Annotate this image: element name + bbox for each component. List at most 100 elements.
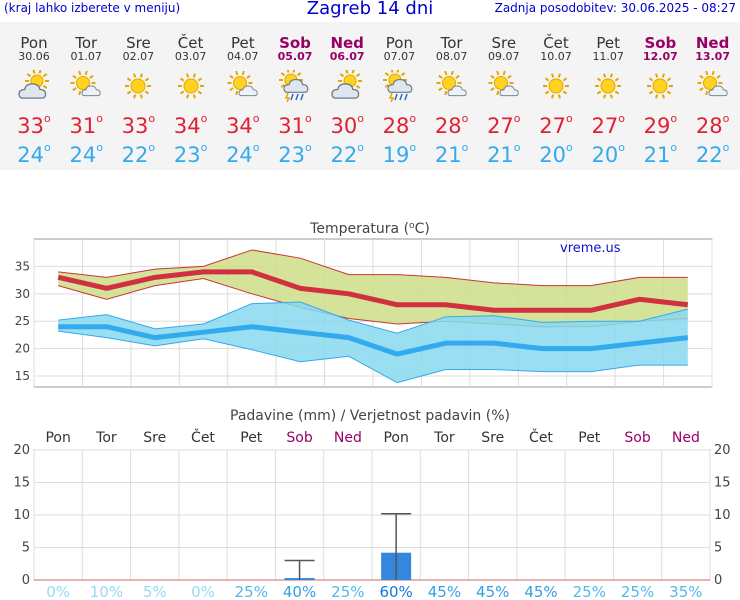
min-temperature-line (58, 324, 689, 357)
daily-forecast-panel: Pon 30.06 33o 24o Tor 01.07 31o 24o Sre 02.07 33o 2… (0, 22, 740, 170)
probability-label: 0% (191, 583, 215, 600)
day-name: Tor (75, 34, 98, 52)
day-date: 10.07 (540, 50, 572, 63)
max-range-band (58, 249, 688, 327)
min-range-band (58, 302, 688, 383)
sun-icon (644, 70, 676, 102)
day-date: 30.06 (18, 50, 50, 63)
y-tick-label-right: 5 (714, 541, 722, 556)
min-temperature: 23o (278, 141, 312, 167)
day-name: Pon (385, 34, 413, 52)
max-temperature: 28o (382, 112, 417, 138)
precipitation-chart: Padavine (mm) / Verjetnost padavin (%) Po… (13, 408, 731, 600)
max-temperature: 33o (17, 112, 51, 138)
probability-label: 25% (331, 583, 364, 600)
probability-label: 10% (90, 583, 123, 600)
probability-label: 60% (379, 583, 412, 600)
min-temperature: 21o (487, 141, 521, 167)
max-temperature: 31o (69, 112, 103, 138)
probability-label: 45% (476, 583, 509, 600)
sun-small-cloud-icon (697, 70, 729, 102)
y-tick-label-left: 10 (13, 508, 30, 523)
day-name: Čet (177, 34, 204, 52)
min-range-upper-edge (58, 301, 688, 334)
y-tick-label-right: 0 (714, 573, 722, 588)
thunderstorm-icon (279, 68, 311, 103)
day-date: 13.07 (695, 50, 730, 63)
y-tick-label: 35 (15, 259, 30, 273)
min-temperature: 21o (643, 141, 678, 167)
x-category-label: Sob (624, 430, 650, 446)
day-date: 08.07 (435, 50, 468, 63)
max-temperature: 28o (695, 112, 730, 138)
max-temperature: 29o (643, 112, 678, 138)
min-temperature: 24o (226, 141, 260, 167)
day-name: Sre (491, 34, 517, 52)
min-temperature: 21o (434, 141, 469, 167)
chart-title: Padavine (mm) / Verjetnost padavin (%) (230, 408, 510, 424)
x-category-label: Pet (578, 430, 601, 446)
sun-icon (540, 70, 572, 102)
y-tick-label: 25 (15, 314, 30, 328)
x-category-label: Tor (433, 430, 455, 446)
day-name: Ned (330, 34, 364, 52)
y-tick-label-right: 20 (714, 443, 731, 458)
probability-label: 25% (621, 583, 654, 600)
max-temperature: 33o (121, 112, 156, 138)
max-temperature: 27o (487, 112, 521, 138)
min-temperature: 23o (173, 141, 208, 167)
max-temperature: 34o (173, 112, 208, 138)
min-range-lower-edge (58, 330, 688, 384)
y-tick-label-right: 10 (714, 508, 731, 523)
page-title: Zagreb 14 dni (306, 0, 434, 19)
day-name: Sre (126, 34, 151, 52)
max-temperature: 30o (330, 112, 364, 138)
sun-cloud-icon (331, 69, 363, 102)
sun-icon (592, 70, 624, 102)
day-date: 11.07 (592, 50, 624, 63)
sun-icon (175, 70, 207, 102)
min-temperature: 20o (591, 141, 625, 167)
x-category-label: Tor (95, 430, 117, 446)
sun-small-cloud-icon (70, 70, 102, 102)
day-name: Pon (20, 34, 48, 52)
min-temperature: 24o (17, 141, 51, 167)
max-temperature: 31o (278, 112, 312, 138)
last-update-text: Zadnja posodobitev: 30.06.2025 - 08:27 (494, 1, 736, 15)
y-tick-label: 20 (15, 342, 30, 356)
y-tick-label-left: 20 (13, 443, 30, 458)
max-temperature-line (57, 269, 689, 313)
x-category-label: Sre (481, 430, 504, 446)
x-category-label: Sre (143, 430, 166, 446)
day-date: 04.07 (227, 50, 259, 63)
sun-small-cloud-icon (488, 70, 520, 102)
probability-label: 5% (143, 583, 167, 600)
probability-label: 45% (428, 583, 461, 600)
sun-small-cloud-icon (436, 70, 468, 102)
x-category-label: Čet (529, 428, 553, 446)
location-hint: (kraj lahko izberete v meniju) (4, 1, 181, 15)
x-category-label: Pon (383, 430, 408, 446)
y-tick-label: 15 (15, 369, 30, 383)
x-category-label: Ned (672, 430, 700, 446)
day-name: Čet (543, 34, 569, 52)
day-date: 05.07 (277, 50, 313, 63)
x-category-label: Ned (334, 430, 362, 446)
day-name: Tor (440, 34, 463, 52)
x-category-label: Pet (240, 430, 263, 446)
probability-label: 45% (524, 583, 557, 600)
day-date: 03.07 (174, 50, 207, 63)
temperature-chart: 15 20 25 30 35 Temperatura (oC) vreme.us (15, 221, 713, 388)
x-category-label: Pon (45, 430, 70, 446)
watermark-label: vreme.us (560, 241, 621, 256)
min-temperature: 22o (330, 141, 364, 167)
min-temperature: 22o (695, 141, 730, 167)
day-date: 07.07 (383, 50, 416, 63)
day-date: 02.07 (122, 50, 155, 63)
chart-title: Temperatura (oC) (309, 221, 430, 237)
max-range-upper-edge (58, 249, 688, 287)
probability-label: 25% (573, 583, 606, 600)
y-tick-label-right: 15 (714, 476, 731, 491)
probability-label: 35% (669, 583, 702, 600)
y-tick-label-left: 5 (22, 541, 30, 556)
